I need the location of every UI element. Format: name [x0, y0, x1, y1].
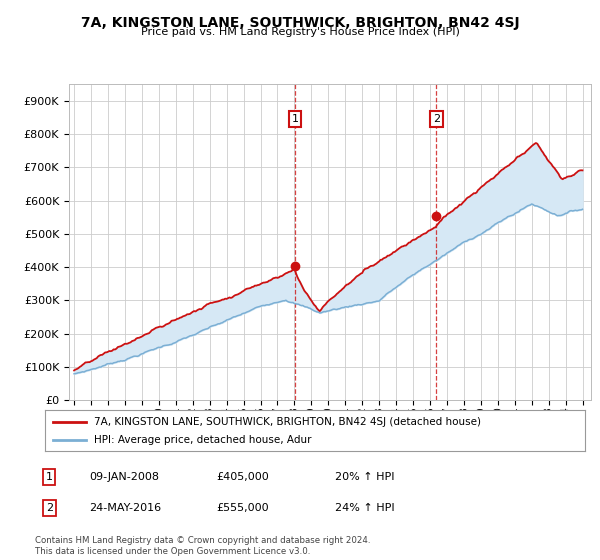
Text: 24% ↑ HPI: 24% ↑ HPI — [335, 503, 394, 513]
Text: Price paid vs. HM Land Registry's House Price Index (HPI): Price paid vs. HM Land Registry's House … — [140, 27, 460, 37]
Text: 1: 1 — [46, 472, 53, 482]
Text: 20% ↑ HPI: 20% ↑ HPI — [335, 472, 394, 482]
Text: £555,000: £555,000 — [216, 503, 269, 513]
Text: 1: 1 — [292, 114, 298, 124]
Text: HPI: Average price, detached house, Adur: HPI: Average price, detached house, Adur — [94, 435, 311, 445]
Text: 09-JAN-2008: 09-JAN-2008 — [89, 472, 159, 482]
Text: £405,000: £405,000 — [216, 472, 269, 482]
Text: 2: 2 — [433, 114, 440, 124]
Text: 24-MAY-2016: 24-MAY-2016 — [89, 503, 161, 513]
Text: 7A, KINGSTON LANE, SOUTHWICK, BRIGHTON, BN42 4SJ: 7A, KINGSTON LANE, SOUTHWICK, BRIGHTON, … — [80, 16, 520, 30]
Text: 7A, KINGSTON LANE, SOUTHWICK, BRIGHTON, BN42 4SJ (detached house): 7A, KINGSTON LANE, SOUTHWICK, BRIGHTON, … — [94, 417, 481, 427]
Text: Contains HM Land Registry data © Crown copyright and database right 2024.
This d: Contains HM Land Registry data © Crown c… — [35, 536, 370, 556]
Text: 2: 2 — [46, 503, 53, 513]
